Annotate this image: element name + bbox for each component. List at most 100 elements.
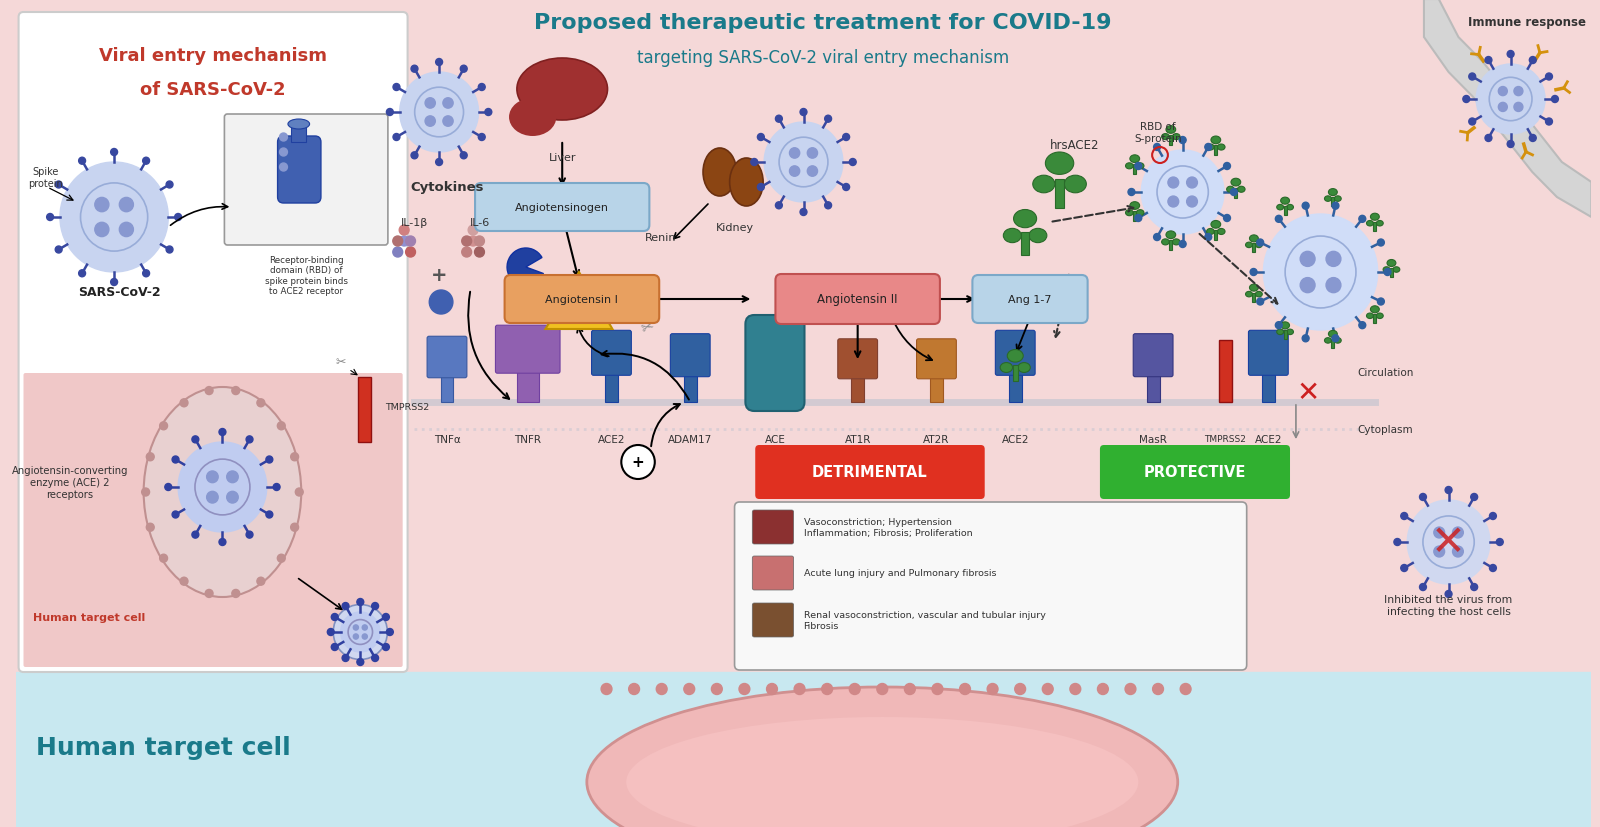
FancyBboxPatch shape bbox=[752, 603, 794, 638]
Circle shape bbox=[478, 84, 485, 92]
Circle shape bbox=[1014, 684, 1026, 695]
Text: ADAM17: ADAM17 bbox=[669, 434, 712, 444]
Circle shape bbox=[789, 149, 800, 159]
Circle shape bbox=[357, 658, 363, 666]
Circle shape bbox=[205, 590, 213, 598]
Bar bbox=[1283, 331, 1286, 340]
FancyBboxPatch shape bbox=[24, 374, 403, 667]
Circle shape bbox=[1498, 88, 1507, 97]
Circle shape bbox=[219, 539, 226, 546]
Circle shape bbox=[277, 555, 285, 562]
FancyBboxPatch shape bbox=[746, 316, 805, 412]
FancyBboxPatch shape bbox=[1248, 331, 1288, 375]
Circle shape bbox=[1250, 269, 1258, 276]
Circle shape bbox=[394, 84, 400, 92]
Polygon shape bbox=[1424, 0, 1592, 218]
Ellipse shape bbox=[1376, 313, 1384, 319]
Circle shape bbox=[354, 634, 358, 639]
Circle shape bbox=[824, 116, 832, 123]
Text: Viral entry mechanism: Viral entry mechanism bbox=[99, 47, 326, 65]
Text: Acute lung injury and Pulmonary fibrosis: Acute lung injury and Pulmonary fibrosis bbox=[803, 569, 995, 578]
Circle shape bbox=[1470, 494, 1478, 501]
Circle shape bbox=[475, 237, 485, 246]
Circle shape bbox=[800, 109, 806, 117]
Text: TNFR: TNFR bbox=[514, 434, 541, 444]
Circle shape bbox=[426, 117, 435, 127]
Circle shape bbox=[371, 655, 379, 662]
Ellipse shape bbox=[1250, 236, 1258, 242]
Ellipse shape bbox=[1125, 210, 1133, 217]
Circle shape bbox=[1546, 119, 1552, 126]
Circle shape bbox=[1453, 547, 1464, 557]
FancyBboxPatch shape bbox=[19, 13, 408, 672]
Circle shape bbox=[1400, 513, 1408, 520]
Circle shape bbox=[1302, 336, 1309, 342]
Ellipse shape bbox=[1325, 338, 1331, 344]
Circle shape bbox=[206, 471, 218, 483]
Circle shape bbox=[1507, 51, 1514, 59]
Circle shape bbox=[1408, 500, 1490, 585]
Circle shape bbox=[146, 523, 154, 532]
Circle shape bbox=[850, 684, 861, 695]
Circle shape bbox=[1490, 565, 1496, 571]
Text: of SARS-CoV-2: of SARS-CoV-2 bbox=[139, 81, 285, 99]
Ellipse shape bbox=[1008, 350, 1024, 363]
Circle shape bbox=[94, 223, 109, 237]
Circle shape bbox=[1469, 119, 1475, 126]
Ellipse shape bbox=[587, 687, 1178, 827]
Text: Renin: Renin bbox=[645, 232, 677, 242]
Text: TMPRSS2: TMPRSS2 bbox=[1205, 435, 1246, 444]
Text: targeting SARS-CoV-2 viral entry mechanism: targeting SARS-CoV-2 viral entry mechani… bbox=[637, 49, 1010, 67]
FancyBboxPatch shape bbox=[973, 275, 1088, 323]
Circle shape bbox=[1400, 565, 1408, 571]
Ellipse shape bbox=[1328, 189, 1338, 196]
Circle shape bbox=[1331, 336, 1339, 342]
Circle shape bbox=[656, 684, 667, 695]
Circle shape bbox=[765, 123, 843, 203]
Circle shape bbox=[1530, 136, 1536, 142]
Bar bbox=[605, 374, 618, 403]
Ellipse shape bbox=[1230, 179, 1240, 187]
Circle shape bbox=[1530, 57, 1536, 65]
Circle shape bbox=[1187, 197, 1197, 208]
Circle shape bbox=[1128, 189, 1134, 196]
FancyBboxPatch shape bbox=[496, 326, 560, 374]
Ellipse shape bbox=[1032, 176, 1054, 194]
Circle shape bbox=[387, 629, 394, 636]
Circle shape bbox=[1264, 215, 1378, 331]
FancyBboxPatch shape bbox=[475, 184, 650, 232]
Text: !: ! bbox=[576, 306, 581, 316]
Circle shape bbox=[629, 684, 640, 695]
Circle shape bbox=[1302, 203, 1309, 210]
Bar bbox=[930, 377, 942, 403]
Text: AT2R: AT2R bbox=[923, 434, 950, 444]
Circle shape bbox=[181, 577, 187, 586]
Ellipse shape bbox=[1280, 323, 1290, 329]
Circle shape bbox=[258, 577, 264, 586]
FancyBboxPatch shape bbox=[224, 115, 387, 246]
Ellipse shape bbox=[1003, 229, 1021, 243]
Circle shape bbox=[1378, 299, 1384, 306]
Circle shape bbox=[443, 117, 453, 127]
Text: IL-6: IL-6 bbox=[470, 218, 491, 227]
Circle shape bbox=[331, 614, 338, 621]
Circle shape bbox=[1275, 323, 1282, 329]
Circle shape bbox=[1154, 234, 1160, 241]
Circle shape bbox=[400, 226, 410, 236]
Ellipse shape bbox=[1211, 221, 1221, 229]
Bar bbox=[1390, 269, 1394, 278]
Circle shape bbox=[400, 73, 478, 153]
Text: Cytoplasm: Cytoplasm bbox=[1357, 424, 1413, 434]
Bar bbox=[1214, 231, 1218, 241]
Text: SARS-CoV-2: SARS-CoV-2 bbox=[78, 286, 160, 299]
Circle shape bbox=[78, 270, 85, 277]
Circle shape bbox=[776, 203, 782, 209]
Bar bbox=[1234, 189, 1237, 198]
Circle shape bbox=[274, 484, 280, 491]
Circle shape bbox=[227, 492, 238, 504]
Ellipse shape bbox=[1277, 205, 1283, 211]
Circle shape bbox=[435, 60, 443, 66]
Circle shape bbox=[1187, 178, 1197, 189]
Ellipse shape bbox=[1029, 229, 1046, 243]
Ellipse shape bbox=[1387, 261, 1395, 267]
